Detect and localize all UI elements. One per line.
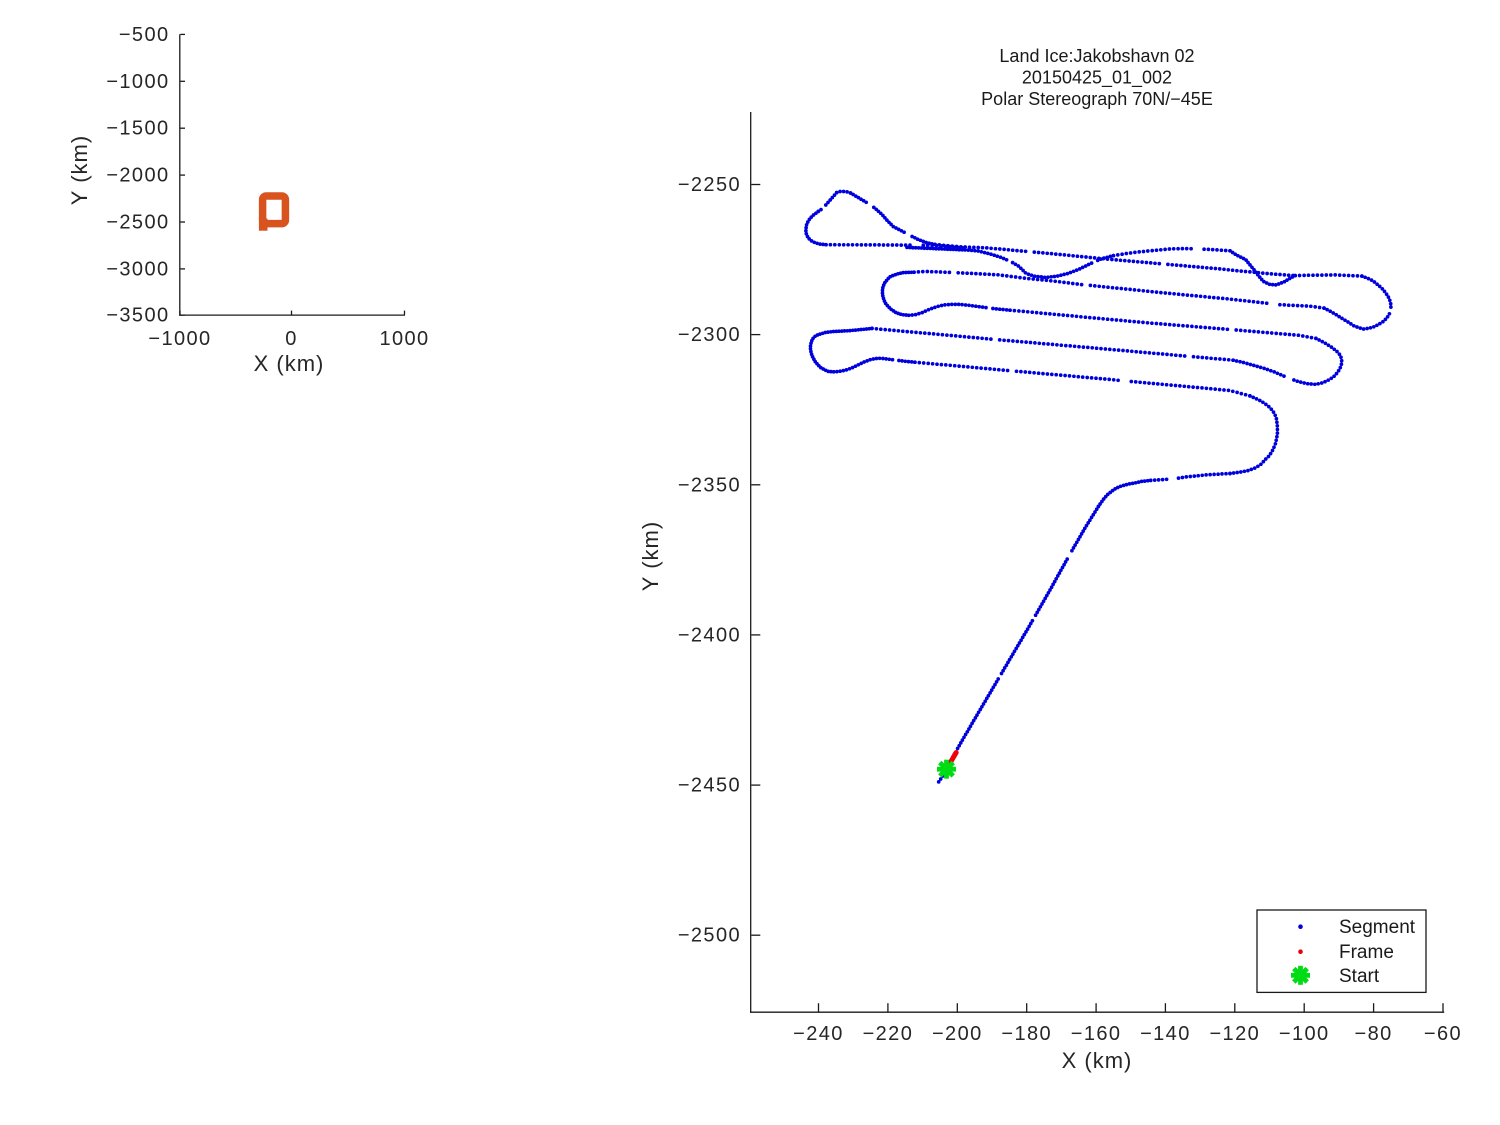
svg-text:Frame: Frame bbox=[1339, 942, 1394, 963]
svg-text:0: 0 bbox=[285, 328, 298, 350]
svg-text:−500: −500 bbox=[119, 24, 170, 46]
svg-text:−200: −200 bbox=[932, 1023, 983, 1045]
svg-text:−2500: −2500 bbox=[678, 925, 741, 947]
svg-text:−160: −160 bbox=[1071, 1023, 1122, 1045]
svg-text:1000: 1000 bbox=[379, 328, 429, 350]
svg-text:−3500: −3500 bbox=[106, 305, 169, 327]
svg-text:Y (km): Y (km) bbox=[67, 135, 92, 205]
svg-text:−220: −220 bbox=[863, 1023, 914, 1045]
svg-text:−3000: −3000 bbox=[106, 258, 169, 280]
svg-text:−180: −180 bbox=[1001, 1023, 1052, 1045]
svg-text:20150425_01_002: 20150425_01_002 bbox=[1022, 68, 1172, 89]
svg-text:−2450: −2450 bbox=[678, 775, 741, 797]
svg-text:Y (km): Y (km) bbox=[638, 521, 663, 591]
svg-text:−2250: −2250 bbox=[678, 174, 741, 196]
svg-text:−2500: −2500 bbox=[106, 212, 169, 234]
svg-text:−240: −240 bbox=[793, 1023, 844, 1045]
svg-text:−100: −100 bbox=[1279, 1023, 1330, 1045]
svg-text:−1500: −1500 bbox=[106, 118, 169, 140]
svg-text:X (km): X (km) bbox=[1062, 1048, 1133, 1073]
svg-text:−120: −120 bbox=[1209, 1023, 1260, 1045]
svg-text:Polar Stereograph 70N/−45E: Polar Stereograph 70N/−45E bbox=[981, 89, 1213, 109]
svg-text:−2000: −2000 bbox=[106, 165, 169, 187]
svg-text:Start: Start bbox=[1339, 966, 1380, 987]
svg-text:−1000: −1000 bbox=[106, 71, 169, 93]
svg-text:−60: −60 bbox=[1424, 1023, 1462, 1045]
svg-text:−1000: −1000 bbox=[148, 328, 211, 350]
svg-text:−2350: −2350 bbox=[678, 474, 741, 496]
svg-text:−140: −140 bbox=[1140, 1023, 1191, 1045]
svg-text:−2400: −2400 bbox=[678, 624, 741, 646]
svg-text:−2300: −2300 bbox=[678, 324, 741, 346]
svg-text:Segment: Segment bbox=[1339, 917, 1416, 938]
svg-text:Land Ice:Jakobshavn 02: Land Ice:Jakobshavn 02 bbox=[999, 46, 1194, 66]
svg-text:−80: −80 bbox=[1355, 1023, 1393, 1045]
svg-text:X (km): X (km) bbox=[254, 351, 325, 376]
